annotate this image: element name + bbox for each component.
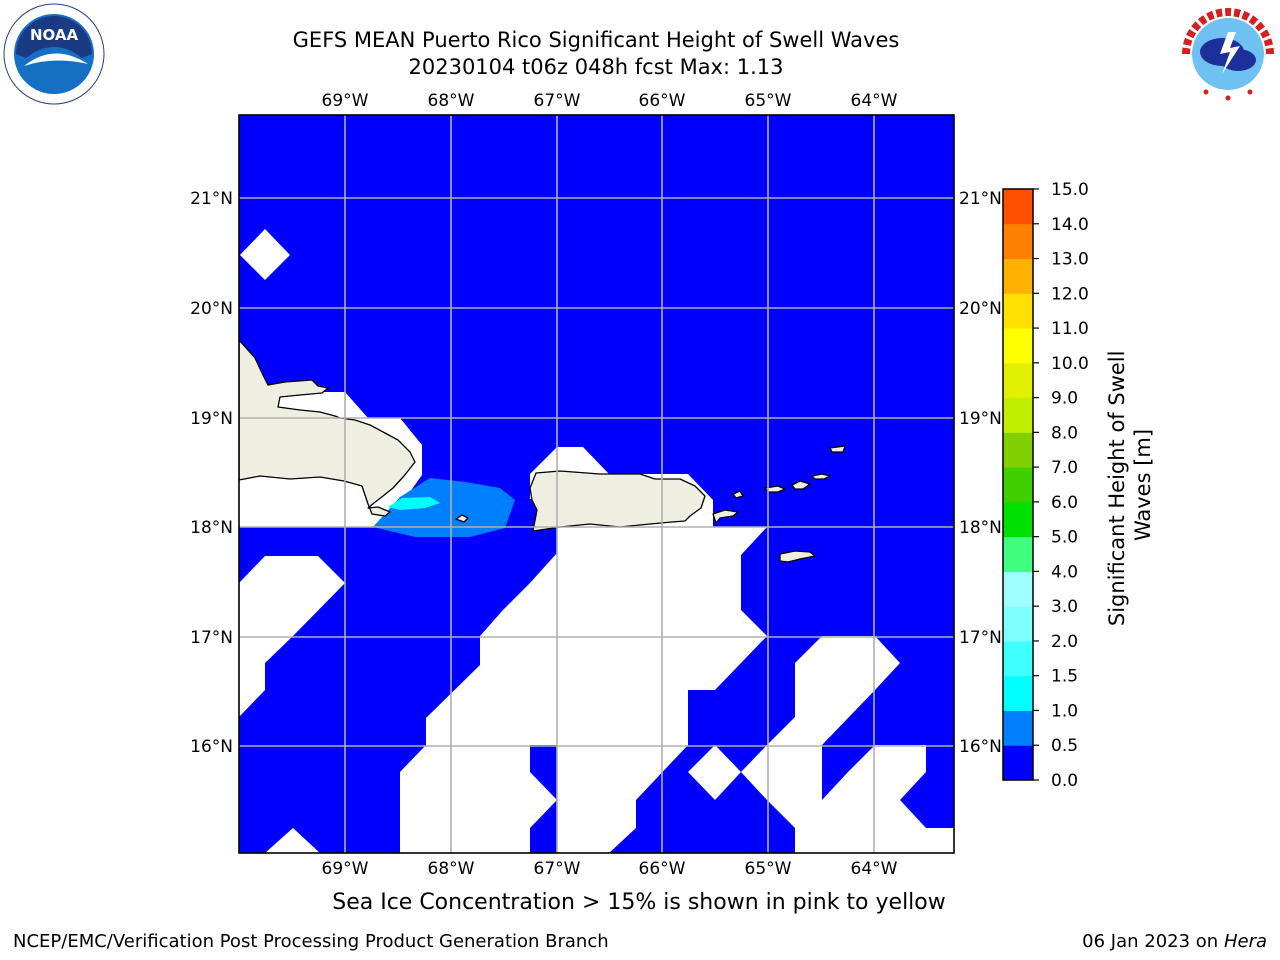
- colorbar-tick-label: 13.0: [1051, 250, 1089, 270]
- lat-tick-label: 19°N: [959, 409, 1002, 429]
- colorbar-segment: [1003, 606, 1033, 642]
- st-john: [791, 480, 811, 490]
- swell-band-0-5-1-0: [373, 478, 515, 537]
- colorbar-segment: [1003, 397, 1033, 433]
- graticule: [239, 115, 954, 853]
- colorbar: [1003, 189, 1033, 781]
- colorbar-segment: [1003, 571, 1033, 607]
- colorbar-segment: [1003, 432, 1033, 468]
- colorbar-tick-label: 2.0: [1051, 632, 1078, 652]
- lon-ticks-bottom: 69°W 68°W 67°W 66°W 65°W 64°W: [322, 859, 898, 879]
- colorbar-tick-label: 5.0: [1051, 528, 1078, 548]
- colorbar-ticks: 15.0 14.0 13.0 12.0 11.0 10.0 9.0 8.0 7.0 6.0 5.0 4…: [1033, 180, 1089, 791]
- culebra: [732, 490, 744, 499]
- map-panel: [239, 115, 954, 853]
- lat-tick-label: 16°N: [959, 737, 1002, 757]
- colorbar-tick-label: 1.5: [1051, 667, 1078, 687]
- anegada: [829, 445, 846, 453]
- sea-ice-note: Sea Ice Concentration > 15% is shown in …: [332, 890, 946, 915]
- colorbar-tick-label: 3.0: [1051, 597, 1078, 617]
- st-croix: [779, 550, 816, 563]
- colorbar-label-line-1: Significant Height of Swell: [1105, 351, 1129, 627]
- lat-tick-label: 21°N: [959, 189, 1002, 209]
- lat-tick-label: 17°N: [190, 628, 233, 648]
- colorbar-tick-label: 6.0: [1051, 493, 1078, 513]
- lon-tick-label: 69°W: [322, 91, 369, 111]
- colorbar-segment: [1003, 293, 1033, 329]
- lon-ticks-top: 69°W 68°W 67°W 66°W 65°W 64°W: [322, 91, 898, 111]
- chart-subtitle: 20230104 t06z 048h fcst Max: 1.13: [408, 55, 784, 79]
- lon-tick-label: 66°W: [639, 859, 686, 879]
- colorbar-label: Significant Height of Swell Waves [m]: [1105, 344, 1155, 626]
- vieques: [712, 509, 739, 524]
- footer-date: 06 Jan 2023 on Hera: [1082, 931, 1267, 952]
- colorbar-segment: [1003, 745, 1033, 781]
- colorbar-tick-label: 12.0: [1051, 284, 1089, 304]
- lon-tick-label: 67°W: [534, 91, 581, 111]
- tortola: [811, 473, 831, 480]
- lat-tick-label: 21°N: [190, 189, 233, 209]
- colorbar-segment: [1003, 258, 1033, 294]
- footer-date-text: 06 Jan 2023 on: [1082, 931, 1224, 952]
- footer-credit: NCEP/EMC/Verification Post Processing Pr…: [13, 931, 609, 952]
- lat-tick-label: 17°N: [959, 628, 1002, 648]
- colorbar-frame: [1002, 188, 1034, 781]
- colorbar-tick-label: 8.0: [1051, 423, 1078, 443]
- colorbar-tick-label: 15.0: [1051, 180, 1089, 200]
- swell-band-1-0-1-5: [388, 497, 440, 510]
- colorbar-tick-label: 0.0: [1051, 771, 1078, 791]
- noaa-logo: NOAA: [3, 3, 105, 105]
- colorbar-label-line-2: Waves [m]: [1131, 429, 1155, 541]
- lat-tick-label: 19°N: [190, 409, 233, 429]
- colorbar-tick-label: 4.0: [1051, 562, 1078, 582]
- lon-tick-label: 64°W: [851, 91, 898, 111]
- colorbar-segment: [1003, 501, 1033, 538]
- colorbar-tick-label: 9.0: [1051, 389, 1078, 409]
- colorbar-tick-label: 1.0: [1051, 701, 1078, 721]
- colorbar-segment: [1003, 640, 1033, 677]
- colorbar-segment: [1003, 189, 1033, 225]
- lat-tick-label: 16°N: [190, 737, 233, 757]
- lat-tick-label: 18°N: [190, 518, 233, 538]
- national-weather-service-logo: [1178, 4, 1278, 104]
- footer-host: Hera: [1223, 931, 1267, 952]
- hispaniola: [239, 339, 416, 517]
- lon-tick-label: 66°W: [639, 91, 686, 111]
- colorbar-segment: [1003, 362, 1033, 399]
- mona-island: [455, 514, 469, 523]
- colorbar-tick-label: 0.5: [1051, 736, 1078, 756]
- lat-tick-label: 18°N: [959, 518, 1002, 538]
- colorbar-tick-label: 10.0: [1051, 354, 1089, 374]
- lon-tick-label: 68°W: [428, 859, 475, 879]
- colorbar-segment: [1003, 467, 1033, 503]
- lon-tick-label: 65°W: [745, 91, 792, 111]
- lat-tick-label: 20°N: [959, 299, 1002, 319]
- colorbar-tick-label: 11.0: [1051, 319, 1089, 339]
- colorbar-segment: [1003, 675, 1033, 711]
- lon-tick-label: 69°W: [322, 859, 369, 879]
- colorbar-segment: [1003, 710, 1033, 746]
- colorbar-tick-label: 14.0: [1051, 215, 1089, 235]
- colorbar-tick-label: 7.0: [1051, 458, 1078, 478]
- map-frame: [238, 114, 955, 854]
- chart-title: GEFS MEAN Puerto Rico Significant Height…: [292, 28, 900, 52]
- lon-tick-label: 65°W: [745, 859, 792, 879]
- lat-tick-label: 20°N: [190, 299, 233, 319]
- lat-ticks-right: 21°N 20°N 19°N 18°N 17°N 16°N: [959, 189, 1002, 757]
- lat-ticks-left: 21°N 20°N 19°N 18°N 17°N 16°N: [190, 189, 233, 757]
- colorbar-segment: [1003, 328, 1033, 364]
- lon-tick-label: 67°W: [534, 859, 581, 879]
- colorbar-segment: [1003, 223, 1033, 260]
- lon-tick-label: 68°W: [428, 91, 475, 111]
- noaa-logo-text: NOAA: [30, 26, 79, 44]
- lon-tick-label: 64°W: [851, 859, 898, 879]
- colorbar-segment: [1003, 536, 1033, 572]
